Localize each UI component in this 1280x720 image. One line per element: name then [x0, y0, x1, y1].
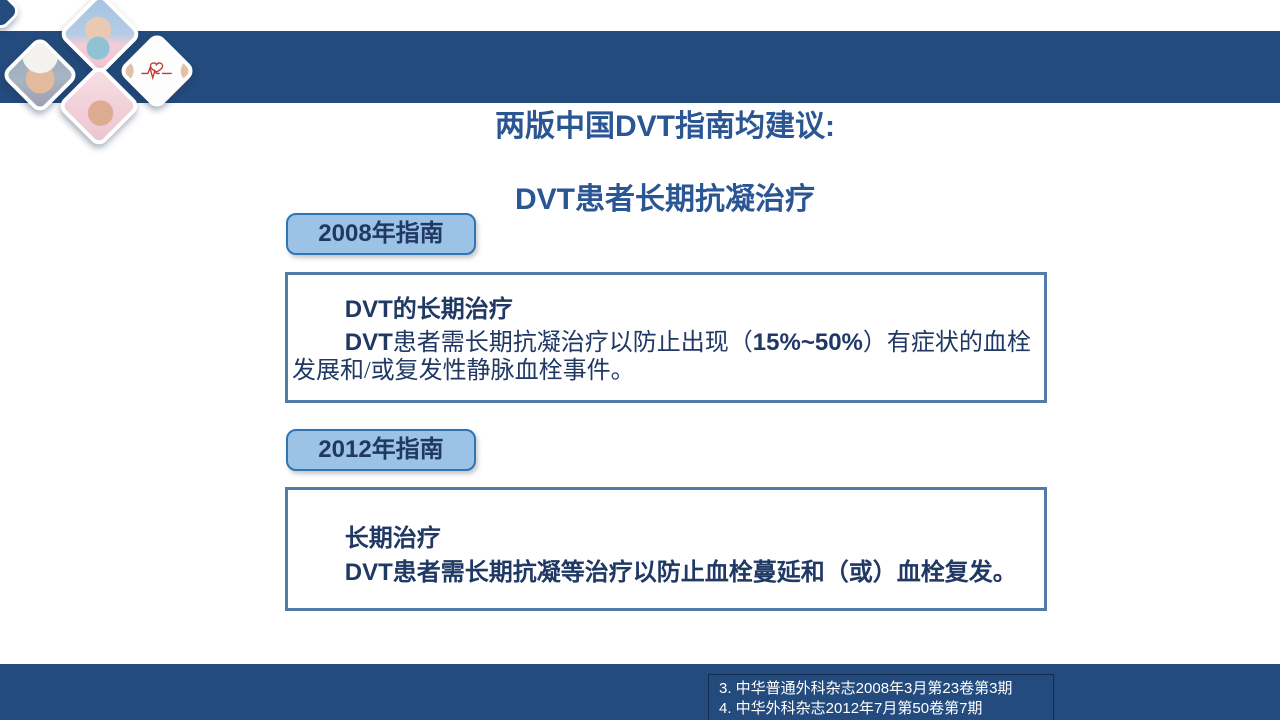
guideline-2008-body: DVT患者需长期抗凝治疗以防止出现（15%~50%）有症状的血栓发展和/或复发性… — [292, 329, 1034, 385]
body-text-segment: 15%~50% — [752, 329, 863, 356]
badge-2012-guideline: 2012年指南 — [286, 429, 476, 471]
body-text-segment: DVT — [344, 329, 393, 356]
guideline-2012-heading: 长期治疗 — [344, 525, 441, 552]
body-text-segment: ）有症状的血栓发展和/或复发性静脉血栓事件。 — [292, 330, 1031, 384]
citation-line-2: 4. 中华外科杂志2012年7月第50卷第7期 — [719, 700, 983, 717]
header-banner — [0, 31, 1280, 103]
ecg-heart-icon — [141, 63, 173, 82]
slide-title: 两版中国DVT指南均建议: DVT患者长期抗凝治疗 — [50, 110, 1280, 217]
ecg-hands-photo — [117, 31, 197, 111]
title-line-2: DVT患者长期抗凝治疗 — [515, 183, 815, 216]
citation-line-1: 3. 中华普通外科杂志2008年3月第23卷第3期 — [719, 680, 1013, 697]
photo-collage — [0, 0, 260, 170]
citation-box: 3. 中华普通外科杂志2008年3月第23卷第3期 4. 中华外科杂志2012年… — [708, 674, 1054, 720]
guideline-box-2012: 长期治疗 DVT患者需长期抗凝等治疗以防止血栓蔓延和（或）血栓复发。 — [285, 487, 1047, 611]
decor-navy-diamond — [0, 0, 23, 33]
body-text-segment: 患者需长期抗凝治疗以防止出现（ — [392, 330, 753, 356]
badge-2008-guideline: 2008年指南 — [286, 213, 476, 255]
ecg-hands-photo-image — [117, 31, 197, 111]
guideline-box-2008: DVT的长期治疗 DVT患者需长期抗凝治疗以防止出现（15%~50%）有症状的血… — [285, 272, 1047, 403]
guideline-2012-body: DVT患者需长期抗凝等治疗以防止血栓蔓延和（或）血栓复发。 — [344, 559, 1017, 586]
guideline-2008-heading: DVT的长期治疗 — [344, 296, 513, 323]
footer-bar: 3. 中华普通外科杂志2008年3月第23卷第3期 4. 中华外科杂志2012年… — [0, 664, 1280, 720]
title-line-1: 两版中国DVT指南均建议: — [495, 110, 835, 143]
